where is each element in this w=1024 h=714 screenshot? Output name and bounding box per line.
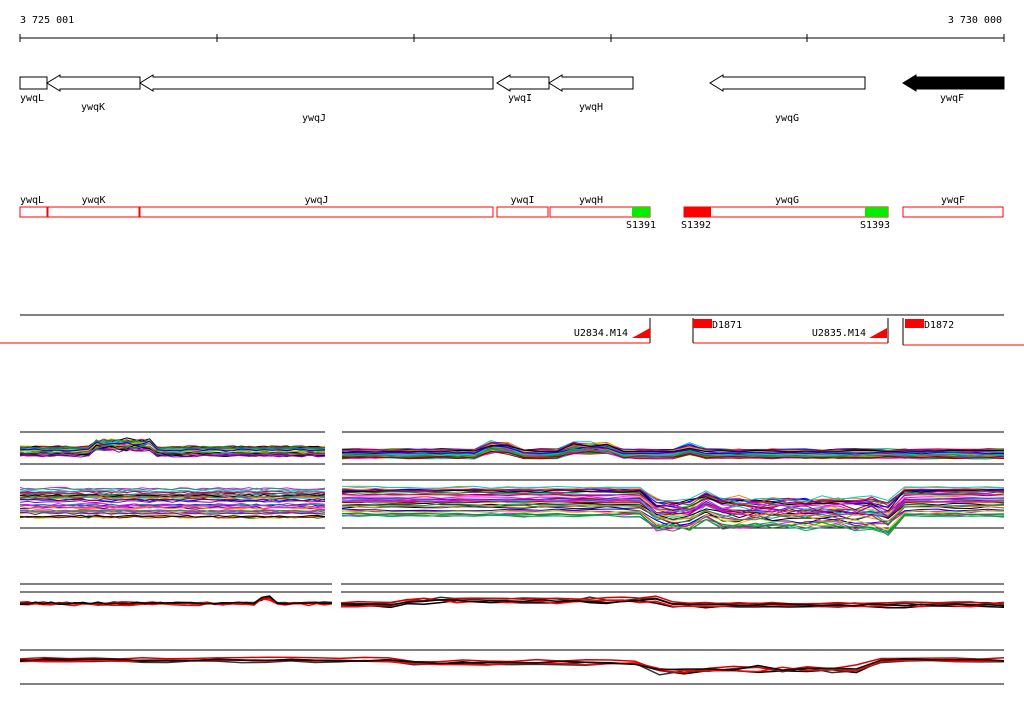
profile-line	[19, 499, 326, 504]
profile-line	[341, 448, 1005, 458]
annotation-segment-label: ywqH	[579, 195, 603, 206]
site-label: S1392	[681, 220, 711, 231]
profile-line	[341, 503, 1005, 525]
profile-line	[19, 658, 1005, 671]
annotation-segment	[139, 206, 494, 218]
profile-line	[20, 492, 326, 496]
profile-line	[19, 489, 326, 493]
profile-panel-top-left	[19, 431, 326, 465]
downstream-label: D1872	[924, 320, 954, 331]
profile-line	[341, 514, 1005, 535]
upstream-label: U2834.M14	[574, 328, 628, 339]
gene-arrow-ywqf	[902, 74, 1005, 92]
gene-arrow-ywqj	[139, 74, 494, 92]
gene-arrow-ywql	[19, 76, 48, 90]
profile-line	[341, 509, 1005, 531]
site-marker-s1393	[865, 207, 888, 217]
profile-line	[19, 487, 326, 491]
profile-line	[341, 490, 1005, 510]
gene-track: ywqL ywqK ywqJ ywqI ywqH ywqG ywqF	[19, 74, 1005, 124]
downstream-marker	[905, 319, 924, 328]
profile-line	[341, 485, 1005, 503]
profile-line	[19, 440, 326, 452]
profile-line	[341, 504, 1005, 527]
profile-line	[20, 444, 326, 455]
downstream-label: D1871	[712, 320, 742, 331]
annotation-segment	[47, 206, 140, 218]
gene-label: ywqK	[81, 102, 105, 113]
site-label: S1391	[626, 220, 656, 231]
profile-line	[19, 493, 326, 498]
profile-line	[19, 659, 1005, 676]
profile-panel-mid-right	[341, 479, 1005, 537]
gene-label: ywqH	[579, 102, 603, 113]
annotation-segment-label: ywqF	[941, 195, 965, 206]
gene-label: ywqI	[508, 93, 532, 104]
downstream-marker	[693, 319, 712, 328]
profile-line	[19, 448, 326, 458]
profile-line	[341, 512, 1005, 532]
gene-arrow-ywqh	[548, 74, 634, 92]
transcript-track: U2834.M14 U2835.M14 D1871 D1872	[0, 314, 1024, 346]
profile-line	[341, 443, 1004, 453]
profile-line	[19, 656, 1005, 674]
profile-line	[341, 492, 1005, 513]
gene-label: ywqF	[940, 93, 964, 104]
gene-label: ywqJ	[302, 113, 326, 124]
ruler-ticks	[19, 34, 1005, 42]
profile-line	[341, 488, 1005, 504]
site-marker-s1392	[684, 207, 711, 217]
upstream-label: U2835.M14	[812, 328, 866, 339]
gene-arrow-ywqi	[496, 74, 550, 92]
annotation-segment	[902, 206, 1004, 218]
upstream-marker	[632, 328, 650, 338]
expression-profile-panels	[19, 431, 1005, 685]
profile-line	[19, 440, 326, 452]
profile-line	[19, 595, 333, 605]
profile-line	[19, 512, 326, 516]
annotation-segment-label: ywqL	[20, 195, 44, 206]
ruler-start-label: 3 725 001	[20, 15, 74, 26]
profile-panel-top-right	[341, 431, 1005, 465]
profile-panel-bottom	[19, 649, 1005, 685]
annotation-segment-label: ywqG	[775, 195, 799, 206]
profile-line	[19, 514, 326, 518]
profile-line	[19, 503, 326, 507]
annotation-segment-label: ywqK	[81, 195, 105, 206]
profile-line	[341, 497, 1004, 518]
site-label: S1393	[860, 220, 890, 231]
annotation-segment-label: ywqJ	[304, 195, 328, 206]
profile-line	[19, 494, 326, 499]
gene-label: ywqG	[775, 113, 799, 124]
profile-line	[19, 509, 326, 513]
profile-line	[341, 444, 1005, 455]
profile-line	[341, 502, 1005, 521]
annotation-segment	[19, 206, 48, 218]
coordinate-ruler: 3 725 001 3 730 000	[19, 15, 1005, 42]
profile-panel-low-left	[19, 583, 333, 607]
annotation-segment-label: ywqI	[510, 195, 534, 206]
gene-arrow-ywqg	[709, 74, 866, 92]
profile-line	[341, 445, 1005, 455]
profile-line	[340, 598, 1005, 607]
ruler-end-label: 3 730 000	[948, 15, 1002, 26]
profile-line	[19, 439, 326, 450]
profile-panel-low-right	[340, 583, 1005, 609]
profile-line	[19, 498, 326, 502]
annotation-segment	[496, 206, 549, 218]
profile-line	[340, 595, 1005, 605]
gene-label: ywqL	[20, 93, 44, 104]
annotation-track: ywqL ywqK ywqJ ywqI ywqH ywqG ywqF S1391 S1392 S1…	[19, 195, 1004, 231]
profile-line	[341, 500, 1005, 519]
profile-line	[19, 504, 326, 509]
site-marker-s1391	[632, 207, 650, 217]
profile-line	[341, 449, 1005, 459]
gene-arrow-ywqk	[46, 74, 141, 92]
profile-panel-mid-left	[19, 479, 326, 529]
annotation-segment	[683, 206, 889, 218]
upstream-marker	[869, 328, 887, 338]
